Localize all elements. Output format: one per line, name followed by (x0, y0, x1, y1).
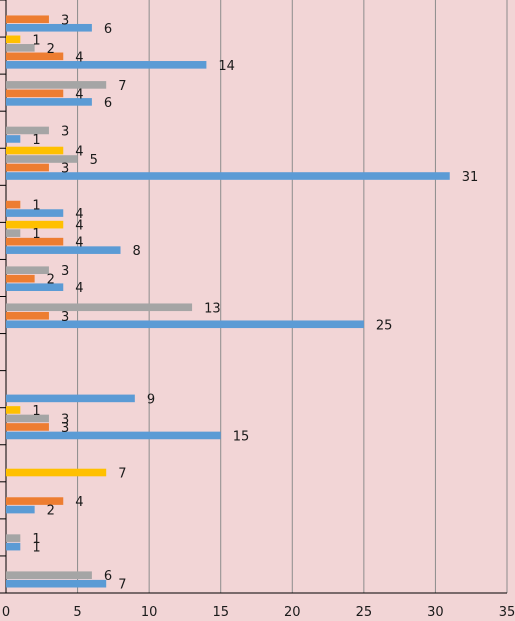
data-label: 3 (61, 310, 69, 325)
bar (6, 15, 49, 24)
bar (6, 220, 64, 229)
data-label: 31 (462, 170, 479, 185)
data-label: 3 (61, 421, 69, 436)
x-tick-label: 25 (356, 605, 373, 620)
data-label: 2 (47, 273, 55, 288)
bar (6, 237, 64, 246)
x-tick-label: 5 (73, 605, 81, 620)
bar (6, 505, 35, 514)
data-label: 5 (90, 153, 98, 168)
data-label: 1 (32, 541, 40, 556)
data-label: 3 (61, 412, 69, 427)
bar (6, 579, 107, 588)
bar (6, 320, 364, 329)
x-tick-labels: 0 5 10 15 20 25 30 35 (2, 605, 515, 620)
bar (6, 135, 21, 143)
x-tick-label: 0 (2, 605, 10, 620)
data-label: 7 (118, 79, 126, 94)
data-label: 2 (47, 42, 55, 57)
x-tick-label: 35 (499, 605, 515, 620)
bar (6, 81, 107, 89)
data-label: 8 (133, 244, 141, 259)
bar (6, 283, 64, 291)
bar (6, 431, 221, 440)
bar (6, 303, 193, 312)
bar (6, 61, 207, 69)
x-tick-label: 15 (212, 605, 229, 620)
data-label: 3 (61, 162, 69, 177)
bar (6, 311, 49, 320)
data-label: 14 (218, 59, 235, 74)
bar (6, 163, 49, 172)
data-label: 7 (118, 578, 126, 593)
data-label: 3 (61, 264, 69, 279)
data-label: 6 (104, 569, 112, 584)
bar (6, 406, 21, 414)
data-label: 1 (32, 227, 40, 242)
x-tick-label: 20 (284, 605, 301, 620)
data-label: 4 (75, 495, 83, 510)
bar (6, 23, 92, 32)
bar (6, 229, 21, 237)
data-label: 1 (32, 199, 40, 214)
bar (6, 394, 135, 403)
data-label: 1 (32, 33, 40, 48)
data-label: 1 (32, 404, 40, 419)
data-label: 4 (75, 236, 83, 251)
data-label: 9 (147, 392, 155, 407)
bar (6, 423, 49, 431)
bar (6, 155, 78, 163)
data-label: 13 (204, 301, 221, 316)
bar (6, 274, 35, 283)
data-label: 6 (104, 22, 112, 37)
bar (6, 146, 64, 155)
data-label: 4 (75, 281, 83, 296)
bar (6, 126, 49, 135)
bar (6, 52, 64, 61)
data-label: 1 (32, 133, 40, 148)
bar (6, 98, 92, 106)
data-label: 4 (75, 50, 83, 65)
bar (6, 468, 107, 477)
data-labels: 3612414746314533114414832413325913315742… (32, 13, 478, 592)
data-label: 6 (104, 96, 112, 111)
bar (6, 35, 21, 44)
data-label: 3 (61, 13, 69, 28)
bar (6, 414, 49, 423)
bar (6, 44, 35, 52)
data-label: 4 (75, 145, 83, 160)
data-label: 4 (75, 87, 83, 102)
data-label: 25 (376, 318, 393, 333)
x-tick-label: 30 (427, 605, 444, 620)
data-label: 2 (47, 504, 55, 519)
data-label: 7 (118, 467, 126, 482)
bar (6, 246, 121, 254)
bar (6, 89, 64, 98)
bar (6, 542, 21, 551)
bar (6, 200, 21, 209)
data-label: 4 (75, 207, 83, 222)
data-label: 4 (75, 219, 83, 234)
bar (6, 209, 64, 217)
x-tick-label: 10 (141, 605, 158, 620)
bar (6, 266, 49, 274)
data-label: 3 (61, 124, 69, 139)
bar (6, 497, 64, 505)
data-label: 15 (233, 429, 250, 444)
bar-series (6, 15, 450, 588)
bar (6, 571, 92, 579)
bar (6, 172, 450, 180)
data-label: 1 (32, 532, 40, 547)
bar (6, 534, 21, 542)
